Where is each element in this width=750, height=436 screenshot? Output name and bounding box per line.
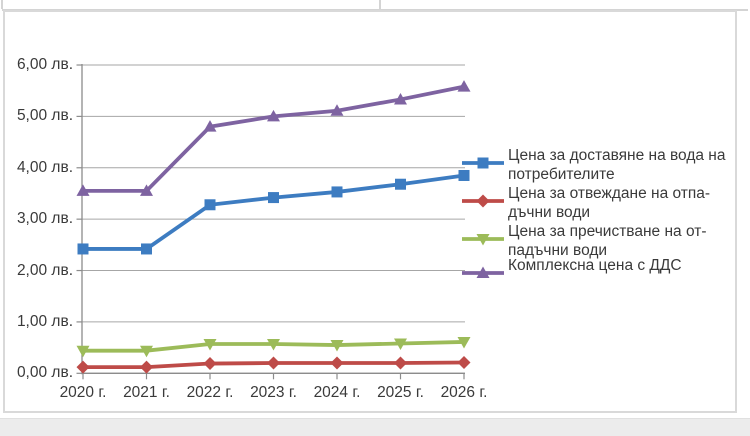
legend-key-diamond-icon <box>462 194 504 208</box>
legend-label: Цена за отвеждане на отпа-дъчни води <box>508 185 711 221</box>
x-axis-tick-label: 2026 г. <box>440 384 488 401</box>
table-cell-border-middle <box>379 0 381 9</box>
legend-item-prechistvane: Цена за пречистване на от-падъчни води <box>461 223 707 260</box>
legend-key-triangle-up-icon <box>462 266 504 278</box>
y-axis-tick-label: 1,00 лв. <box>16 312 73 330</box>
legend-key-triangle-down-icon <box>462 234 504 246</box>
y-axis-tick-label: 4,00 лв. <box>16 158 73 176</box>
legend-label: Комплексна цена с ДДС <box>508 257 682 274</box>
table-cell-border-left <box>1 0 3 9</box>
x-axis-tick-label: 2021 г. <box>123 384 170 401</box>
x-axis-tick-label: 2025 г. <box>377 384 424 401</box>
x-axis-tick-label: 2022 г. <box>186 384 234 401</box>
y-axis-tick-label: 5,00 лв. <box>16 107 73 125</box>
y-axis-tick-label: 2,00 лв. <box>16 261 73 279</box>
legend-item-kompleksna: Комплексна цена с ДДС <box>461 257 682 281</box>
y-axis-tick-label: 3,00 лв. <box>16 210 73 228</box>
x-axis-tick-label: 2020 г. <box>59 384 107 401</box>
legend-label: Цена за пречистване на от-падъчни води <box>508 223 707 259</box>
legend-label: Цена за доставяне на вода на потребителит… <box>508 147 726 183</box>
x-axis-tick-label: 2023 г. <box>250 384 297 401</box>
y-axis-tick-label: 6,00 лв. <box>16 56 73 74</box>
legend-item-dostavyane: Цена за доставяне на вода на потребителит… <box>461 147 725 184</box>
x-axis-tick-label: 2024 г. <box>313 384 361 401</box>
page-background <box>0 418 750 436</box>
legend-item-otvezhdane: Цена за отвеждане на отпа-дъчни води <box>461 185 710 222</box>
y-axis-tick-label: 0,00 лв. <box>16 364 73 382</box>
legend-key-square-icon <box>462 157 504 169</box>
